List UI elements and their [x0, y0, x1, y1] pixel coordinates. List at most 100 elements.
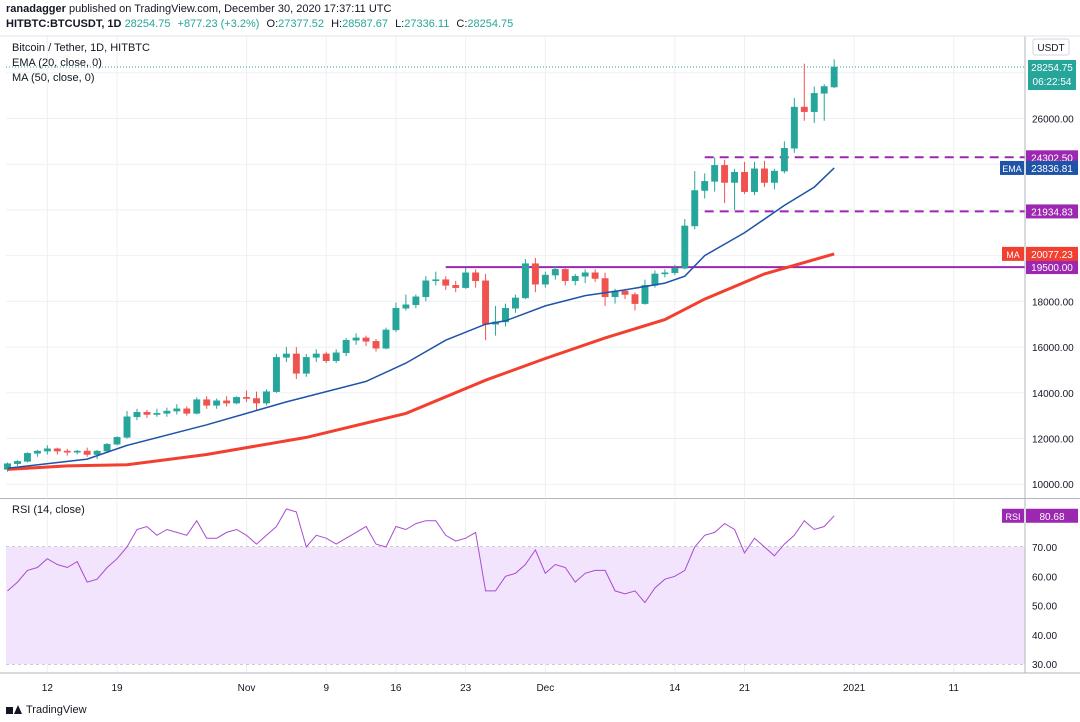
candle[interactable] [263, 389, 270, 406]
candle-body [302, 357, 310, 374]
candle[interactable] [332, 349, 340, 364]
candle[interactable] [93, 449, 101, 460]
rsi-label-tag: RSI [1005, 512, 1020, 522]
candle-body [193, 399, 201, 414]
candle[interactable] [770, 168, 778, 190]
ema-badge-box [1026, 160, 1078, 175]
candle[interactable] [272, 353, 280, 393]
candle-body [332, 352, 340, 362]
candle[interactable] [312, 349, 320, 362]
candle[interactable] [641, 279, 649, 305]
time-tick-label: 14 [669, 683, 681, 694]
candle[interactable] [282, 347, 290, 362]
level-badge-box [1026, 204, 1078, 219]
candle[interactable] [133, 408, 141, 421]
candle[interactable] [541, 271, 549, 288]
candle[interactable] [362, 335, 370, 346]
candle[interactable] [482, 273, 490, 341]
candle[interactable] [243, 390, 250, 402]
candle[interactable] [183, 406, 191, 416]
candle[interactable] [830, 59, 838, 88]
candle[interactable] [23, 452, 31, 463]
candle[interactable] [671, 264, 679, 276]
candle[interactable] [721, 159, 729, 204]
candle[interactable] [382, 327, 390, 350]
candle[interactable] [502, 303, 509, 327]
candle[interactable] [402, 294, 410, 311]
candle[interactable] [820, 84, 828, 121]
candle[interactable] [442, 276, 450, 290]
publisher-name[interactable]: ranadagger [6, 3, 66, 15]
candle[interactable] [123, 411, 131, 439]
candle[interactable] [352, 333, 360, 345]
candle[interactable] [800, 63, 808, 121]
candle[interactable] [432, 271, 440, 286]
candle-body [173, 408, 181, 412]
candle-body [571, 275, 579, 282]
candle[interactable] [233, 396, 241, 405]
candle[interactable] [661, 269, 669, 278]
candle[interactable] [372, 339, 380, 352]
candle[interactable] [203, 396, 211, 409]
candle[interactable] [681, 219, 689, 270]
candle[interactable] [551, 265, 559, 280]
candle[interactable] [173, 404, 181, 415]
currency-badge-box[interactable] [1032, 38, 1070, 56]
candle[interactable] [581, 269, 589, 284]
time-tick-label: 9 [323, 683, 329, 694]
candle[interactable] [412, 294, 420, 309]
candle[interactable] [422, 276, 430, 302]
candle[interactable] [143, 409, 151, 418]
candle[interactable] [392, 302, 400, 333]
candle[interactable] [631, 292, 639, 311]
candle[interactable] [462, 268, 470, 289]
candle[interactable] [492, 305, 499, 336]
candle[interactable] [701, 173, 709, 199]
candle[interactable] [691, 171, 699, 230]
candle[interactable] [601, 272, 609, 306]
candle[interactable] [751, 161, 758, 196]
candle[interactable] [213, 398, 221, 409]
candle[interactable] [521, 259, 529, 300]
candle[interactable] [73, 449, 81, 455]
candle[interactable] [153, 408, 161, 417]
candle[interactable] [193, 397, 201, 415]
candle[interactable] [452, 280, 460, 293]
candle[interactable] [780, 141, 788, 174]
candle[interactable] [591, 269, 599, 282]
candle[interactable] [113, 436, 121, 446]
candle[interactable] [63, 448, 71, 456]
last-price: 28254.75 [124, 18, 171, 30]
candle[interactable] [302, 353, 310, 377]
candle[interactable] [322, 351, 330, 364]
candle[interactable] [292, 347, 300, 380]
candle[interactable] [741, 161, 748, 194]
candle[interactable] [761, 160, 768, 188]
candle[interactable] [223, 396, 231, 407]
high-label: H: [331, 18, 343, 30]
candle[interactable] [512, 294, 519, 313]
candle[interactable] [342, 337, 350, 357]
ema-label-tag-box [1000, 160, 1024, 175]
candle[interactable] [253, 391, 260, 410]
candle[interactable] [531, 257, 539, 293]
candle[interactable] [571, 273, 579, 286]
candle-body [33, 450, 41, 454]
candle-body [631, 294, 639, 304]
candle[interactable] [731, 168, 739, 210]
candle[interactable] [53, 447, 61, 455]
candle[interactable] [43, 445, 51, 455]
candle[interactable] [103, 443, 111, 453]
candle[interactable] [810, 86, 818, 124]
candle[interactable] [14, 460, 21, 466]
candle[interactable] [33, 449, 41, 457]
candle[interactable] [472, 269, 480, 288]
footer-brand[interactable]: TradingView [6, 704, 87, 720]
candle[interactable] [790, 97, 798, 153]
candle[interactable] [163, 407, 171, 417]
candle[interactable] [561, 268, 569, 286]
candle[interactable] [83, 447, 91, 457]
candle-body [770, 170, 778, 183]
candle[interactable] [711, 157, 719, 192]
